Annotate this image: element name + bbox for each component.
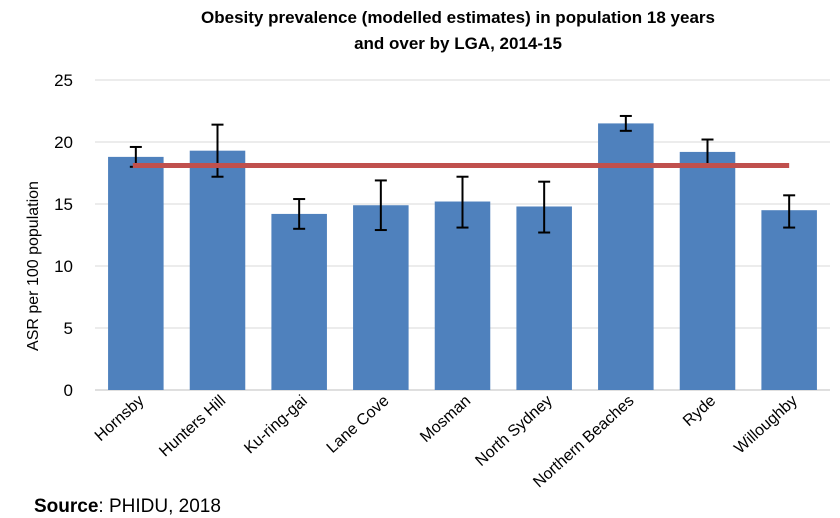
error-bars bbox=[129, 114, 796, 234]
bar-lane-cove bbox=[353, 205, 409, 390]
bar-ryde bbox=[679, 151, 736, 390]
x-tick-label-lane-cove: Lane Cove bbox=[324, 392, 393, 456]
bar-ku-ring-gai bbox=[271, 213, 327, 390]
x-tick-label-hornsby: Hornsby bbox=[92, 392, 148, 444]
x-tick-label-ku-ring-gai: Ku-ring-gai bbox=[241, 392, 311, 457]
y-tick-label-0: 0 bbox=[64, 381, 73, 400]
chart-title-line-2: and over by LGA, 2014-15 bbox=[354, 34, 562, 53]
bar-north-sydney bbox=[516, 206, 572, 390]
y-tick-label-10: 10 bbox=[54, 257, 73, 276]
x-tick-label-ryde: Ryde bbox=[680, 392, 719, 430]
y-axis-ticks: 0 5 10 15 20 25 bbox=[54, 71, 73, 400]
x-tick-label-north-sydney: North Sydney bbox=[472, 392, 555, 469]
y-axis-label: ASR per 100 population bbox=[25, 181, 42, 351]
y-tick-label-15: 15 bbox=[54, 195, 73, 214]
bar-hornsby bbox=[108, 156, 164, 390]
bar-willoughby bbox=[761, 210, 817, 390]
bar-hunters-hill bbox=[189, 150, 246, 390]
y-tick-label-25: 25 bbox=[54, 71, 73, 90]
source-label: Source bbox=[34, 496, 99, 517]
chart-title-line-1: Obesity prevalence (modelled estimates) … bbox=[201, 8, 715, 27]
bar-mosman bbox=[434, 201, 491, 390]
x-tick-label-hunters-hill: Hunters Hill bbox=[156, 392, 229, 460]
y-tick-label-20: 20 bbox=[54, 133, 73, 152]
x-tick-label-mosman: Mosman bbox=[417, 392, 474, 446]
source-text: : PHIDU, 2018 bbox=[98, 496, 221, 517]
x-tick-label-willoughby: Willoughby bbox=[731, 392, 801, 457]
source-note: Source: PHIDU, 2018 bbox=[34, 496, 221, 518]
x-axis-ticks: Hornsby Hunters Hill Ku-ring-gai Lane Cove M… bbox=[92, 392, 801, 491]
y-tick-label-5: 5 bbox=[64, 319, 73, 338]
bars bbox=[108, 123, 817, 391]
